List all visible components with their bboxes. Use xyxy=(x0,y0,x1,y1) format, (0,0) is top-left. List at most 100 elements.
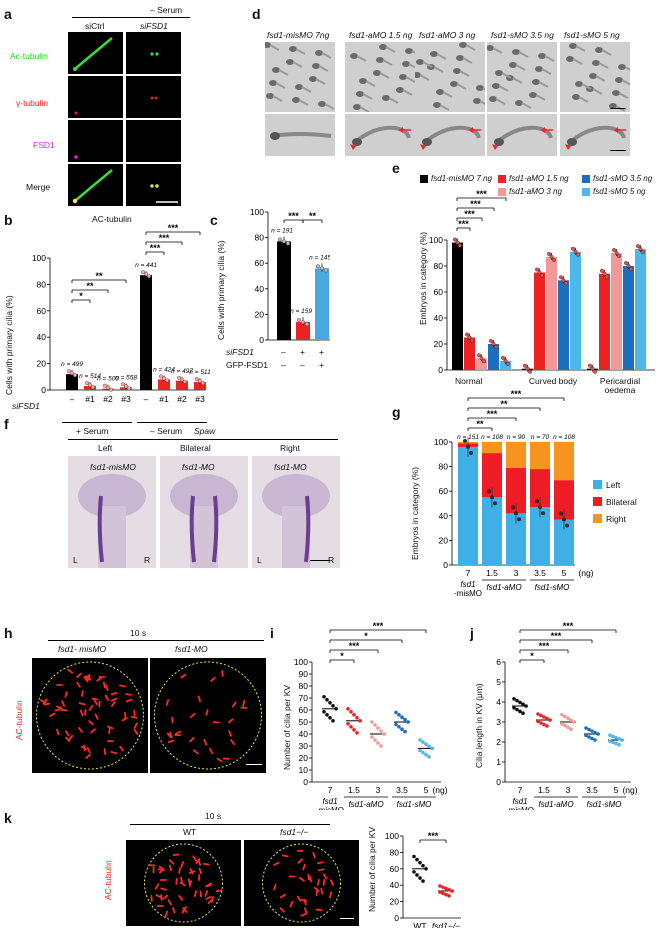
c-ytick-label-1: 20 xyxy=(255,309,265,319)
d-arrowhead-1 xyxy=(350,144,356,150)
d-embryo-0-4 xyxy=(289,46,297,52)
panel-label-f: f xyxy=(4,416,9,432)
d-label-1: fsd1-aMO 1.5 ng xyxy=(349,30,413,40)
b-ytick-label-2: 40 xyxy=(37,332,47,342)
i-dot-4-6 xyxy=(421,750,425,755)
j-group0-b: -misMO xyxy=(506,806,534,810)
k-ko-cilium-11 xyxy=(315,889,319,896)
a-image-sifsd1-gtub xyxy=(126,76,181,118)
c-bar-1 xyxy=(296,322,310,340)
b-dot-5-0 xyxy=(159,374,163,379)
a-image-sictrl-actub xyxy=(68,32,123,74)
g-n-1: n = 108 xyxy=(481,434,503,441)
k-ko-cilium-0 xyxy=(302,863,306,871)
k-dot-1-3 xyxy=(447,887,451,892)
b-dot-6-2 xyxy=(183,379,187,384)
e-legend-label-3: fsd1-sMO 3.5 ng xyxy=(593,174,653,183)
e-ytick-label-2: 40 xyxy=(434,313,444,323)
f-head-0 xyxy=(78,474,146,518)
i-dot-0-0 xyxy=(322,695,326,699)
i-dot-4-2 xyxy=(424,742,428,746)
d-head-0 xyxy=(270,132,280,140)
e-dot-2-2-0 xyxy=(612,248,616,252)
e-dot-1-0-1 xyxy=(467,335,472,340)
h-mis-cilium-63 xyxy=(83,744,86,752)
e-dot-4-2-0 xyxy=(636,244,640,249)
k-wt-cilium-36 xyxy=(180,861,185,868)
k-wt-cilium-38 xyxy=(199,890,203,898)
d-tail-0-11 xyxy=(324,103,335,110)
g-legend-swatch-1 xyxy=(593,497,602,506)
f-image-2 xyxy=(252,456,340,568)
e-bar-3-0 xyxy=(488,344,499,370)
j-dot-1-1 xyxy=(539,713,543,718)
d-embryo-2-4 xyxy=(453,68,461,74)
i-dot-1-0 xyxy=(346,707,350,711)
k-dot-0-6 xyxy=(415,873,419,877)
b-dot-5-2 xyxy=(165,378,169,383)
d-embryo-2-11 xyxy=(416,59,424,65)
i-dot-1-5 xyxy=(346,722,350,726)
d-tail-3-5 xyxy=(495,98,506,105)
h-mis-cilium-20 xyxy=(125,698,133,703)
b-bar-6 xyxy=(176,380,188,390)
g-bar-1-3 xyxy=(530,469,550,508)
e-dot-3-1-2 xyxy=(564,281,568,286)
i-dot-0-1 xyxy=(325,698,329,702)
c-dot-0-2 xyxy=(286,241,290,246)
d-bottom-image-2 xyxy=(415,114,485,156)
d-bottom-svg-3 xyxy=(492,125,553,150)
i-ytick-label-10: 100 xyxy=(294,657,308,667)
g-bar-1-1 xyxy=(482,453,502,498)
b-sirna-label: siFSD1 xyxy=(12,401,40,411)
e-dot-4-0-2 xyxy=(506,361,510,366)
d-embryo-4-7 xyxy=(615,77,623,83)
a-header: – Serum xyxy=(150,5,183,15)
g-xtick-4: 5 xyxy=(562,568,567,578)
d-tail-3-11 xyxy=(501,72,512,79)
i-unit: (ng) xyxy=(432,785,447,795)
j-group1: fsd1-aMO xyxy=(538,800,573,809)
g-dot-3-0 xyxy=(535,499,539,504)
e-bar-2-1 xyxy=(546,256,557,370)
k-wt-cilium-57 xyxy=(154,883,160,890)
d-embryo-2-3 xyxy=(430,51,438,57)
h-mis-cilium-36 xyxy=(103,748,107,755)
k-ytick-label-1: 20 xyxy=(390,897,400,907)
j-sig0-label: * xyxy=(530,651,534,661)
e-cat-curved: Curved body xyxy=(528,376,578,386)
d-tail-1-6 xyxy=(362,93,373,100)
k-wt-cilium-40 xyxy=(202,862,210,866)
a-header-line xyxy=(72,17,190,18)
b-xtick-7: #3 xyxy=(195,394,205,404)
k-wt-cilium-11 xyxy=(180,876,183,884)
g-marks: 7 n = 151 1.5 n = 108 3 n = 90 3.5 n = 70 5 n = 1… xyxy=(454,389,594,598)
i-xtick-2: 3 xyxy=(376,785,381,795)
h-col-mis: fsd1- misMO xyxy=(58,644,107,654)
b-dot-7-1 xyxy=(198,379,202,384)
j-dot-1-4 xyxy=(548,718,552,722)
k-dot-1-2 xyxy=(444,886,448,891)
c-row1-v1: – xyxy=(281,347,286,357)
k-ko-cilium-32 xyxy=(289,900,294,908)
k-image-wt xyxy=(126,840,241,926)
h-mis-cilium-61 xyxy=(90,728,96,734)
e-dot-2-0-0 xyxy=(477,353,481,358)
panel-label-c: c xyxy=(210,212,218,228)
e-dot-0-2-2 xyxy=(593,369,597,374)
d-tail-0-2 xyxy=(315,78,326,85)
f-gene: Spaw xyxy=(194,426,216,436)
d-tail-3-2 xyxy=(492,47,503,54)
i-ytick-label-4: 40 xyxy=(299,729,309,739)
i-ytick-label-0: 0 xyxy=(303,777,308,787)
h-mis-cilium-52 xyxy=(78,702,86,706)
e-dot-3-2-0 xyxy=(624,261,628,265)
k-dot-0-0 xyxy=(412,854,416,859)
h-mis-cilium-11 xyxy=(133,709,136,717)
e-legend-label-4: fsd1-sMO 5 ng xyxy=(593,187,646,196)
h-mo-cilium-26 xyxy=(174,730,182,735)
i-sig0-label: * xyxy=(340,651,344,661)
k-wt-cilium-45 xyxy=(150,895,153,902)
d-arrowhead-3 xyxy=(492,144,498,150)
j-dot-4-5 xyxy=(608,739,612,743)
